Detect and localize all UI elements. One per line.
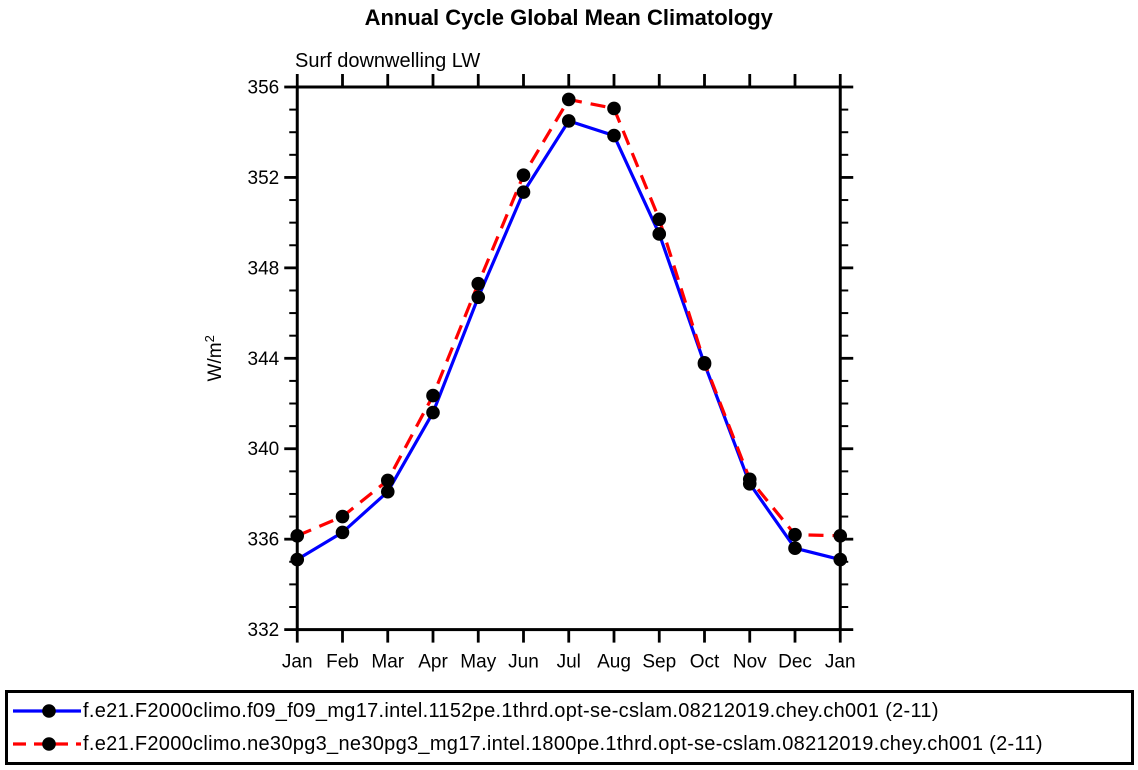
x-tick-label: Nov	[733, 652, 767, 673]
y-tick-label: 344	[248, 349, 280, 370]
series-line-1	[296, 119, 841, 562]
data-point-marker-series-1	[426, 405, 440, 420]
data-point-marker-series-1	[335, 525, 350, 540]
y-tick-label: 332	[248, 620, 280, 641]
x-tick-label: Aug	[597, 652, 631, 673]
y-axis-title-exponent: 2	[202, 335, 217, 342]
data-point-marker-series-2	[788, 527, 802, 542]
x-tick-label: Mar	[371, 652, 404, 673]
data-point-marker-series-2	[335, 509, 350, 524]
legend-item-series-2: f.e21.F2000climo.ne30pg3_ne30pg3_mg17.in…	[11, 729, 1131, 759]
x-tick-label: Dec	[778, 652, 812, 673]
legend-box: f.e21.F2000climo.f09_f09_mg17.intel.1152…	[5, 690, 1134, 765]
data-point-marker-series-1	[788, 541, 802, 556]
data-point-marker-series-1	[652, 227, 667, 241]
climatology-plot: Annual Cycle Global Mean Climatology Sur…	[202, 5, 856, 673]
plot-frame	[295, 85, 842, 632]
legend-sample-dashed-line	[13, 737, 81, 751]
chart-subtitle: Surf downwelling LW	[295, 50, 480, 72]
y-tick-label: 348	[248, 258, 280, 279]
data-point-marker-series-1	[290, 552, 305, 567]
x-tick-label: Jan	[825, 652, 856, 673]
legend-label-series-1: f.e21.F2000climo.f09_f09_mg17.intel.1152…	[83, 699, 939, 722]
y-tick-label: 340	[248, 439, 280, 460]
y-axis-title-text: W/m2	[202, 335, 226, 381]
x-tick-label: Jun	[508, 652, 539, 673]
x-tick-label: Oct	[690, 652, 720, 673]
data-point-marker-series-2	[697, 356, 712, 370]
data-point-marker-series-2	[290, 528, 305, 543]
data-point-marker-series-1	[380, 484, 395, 499]
data-point-marker-series-1	[471, 290, 486, 305]
x-tick-label: Feb	[326, 652, 359, 673]
data-point-marker-series-1	[833, 552, 848, 567]
y-axis-title: W/m2	[202, 335, 226, 381]
y-tick-label: 356	[248, 78, 280, 99]
x-tick-label: Apr	[418, 652, 448, 673]
x-tick-label: May	[460, 652, 496, 673]
x-tick-label: Jul	[557, 652, 581, 673]
legend-sample-solid-line	[13, 704, 81, 718]
data-point-marker-series-1	[607, 128, 621, 143]
y-tick-label: 336	[248, 530, 280, 551]
data-point-marker-series-2	[426, 388, 440, 403]
data-point-marker-series-2	[380, 473, 395, 488]
data-point-marker-series-2	[833, 528, 848, 543]
legend-item-series-1: f.e21.F2000climo.f09_f09_mg17.intel.1152…	[11, 696, 1131, 726]
y-tick-label: 352	[248, 168, 280, 189]
legend-marker-dot	[42, 704, 56, 718]
data-point-marker-series-2	[607, 101, 621, 116]
data-point-marker-series-2	[652, 212, 667, 227]
series-line-2	[296, 97, 841, 538]
legend-marker-dot	[42, 737, 56, 751]
data-point-marker-series-2	[516, 168, 531, 182]
data-point-marker-series-2	[742, 472, 757, 487]
data-point-marker-series-1	[561, 114, 576, 128]
chart-title: Annual Cycle Global Mean Climatology	[365, 5, 774, 30]
x-tick-label: Sep	[642, 652, 676, 673]
data-point-marker-series-2	[471, 276, 486, 291]
data-point-marker-series-2	[561, 92, 576, 107]
data-point-marker-series-1	[516, 185, 531, 199]
legend-label-series-2: f.e21.F2000climo.ne30pg3_ne30pg3_mg17.in…	[83, 732, 1043, 755]
x-tick-label: Jan	[282, 652, 313, 673]
